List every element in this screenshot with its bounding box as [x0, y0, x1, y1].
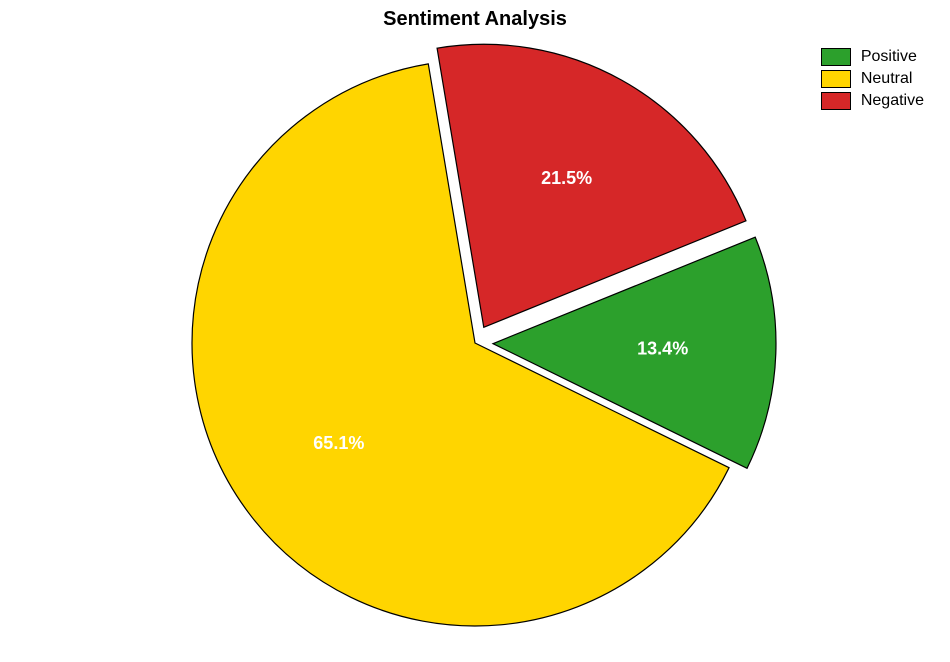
legend-label: Negative: [861, 92, 924, 110]
pie-slice-label: 13.4%: [637, 338, 688, 358]
pie-svg: 21.5% 13.4% 65.1%: [0, 0, 950, 662]
legend-swatch: [821, 70, 851, 88]
pie-slice-label: 21.5%: [541, 168, 592, 188]
legend-item: Positive: [821, 48, 924, 66]
legend-label: Positive: [861, 48, 917, 66]
chart-legend: Positive Neutral Negative: [821, 48, 924, 114]
legend-item: Negative: [821, 92, 924, 110]
legend-label: Neutral: [861, 70, 913, 88]
legend-swatch: [821, 48, 851, 66]
legend-swatch: [821, 92, 851, 110]
legend-item: Neutral: [821, 70, 924, 88]
sentiment-pie-chart: Sentiment Analysis 21.5%13.4%65.1% Posit…: [0, 0, 950, 662]
pie-slice-label: 65.1%: [313, 433, 364, 453]
